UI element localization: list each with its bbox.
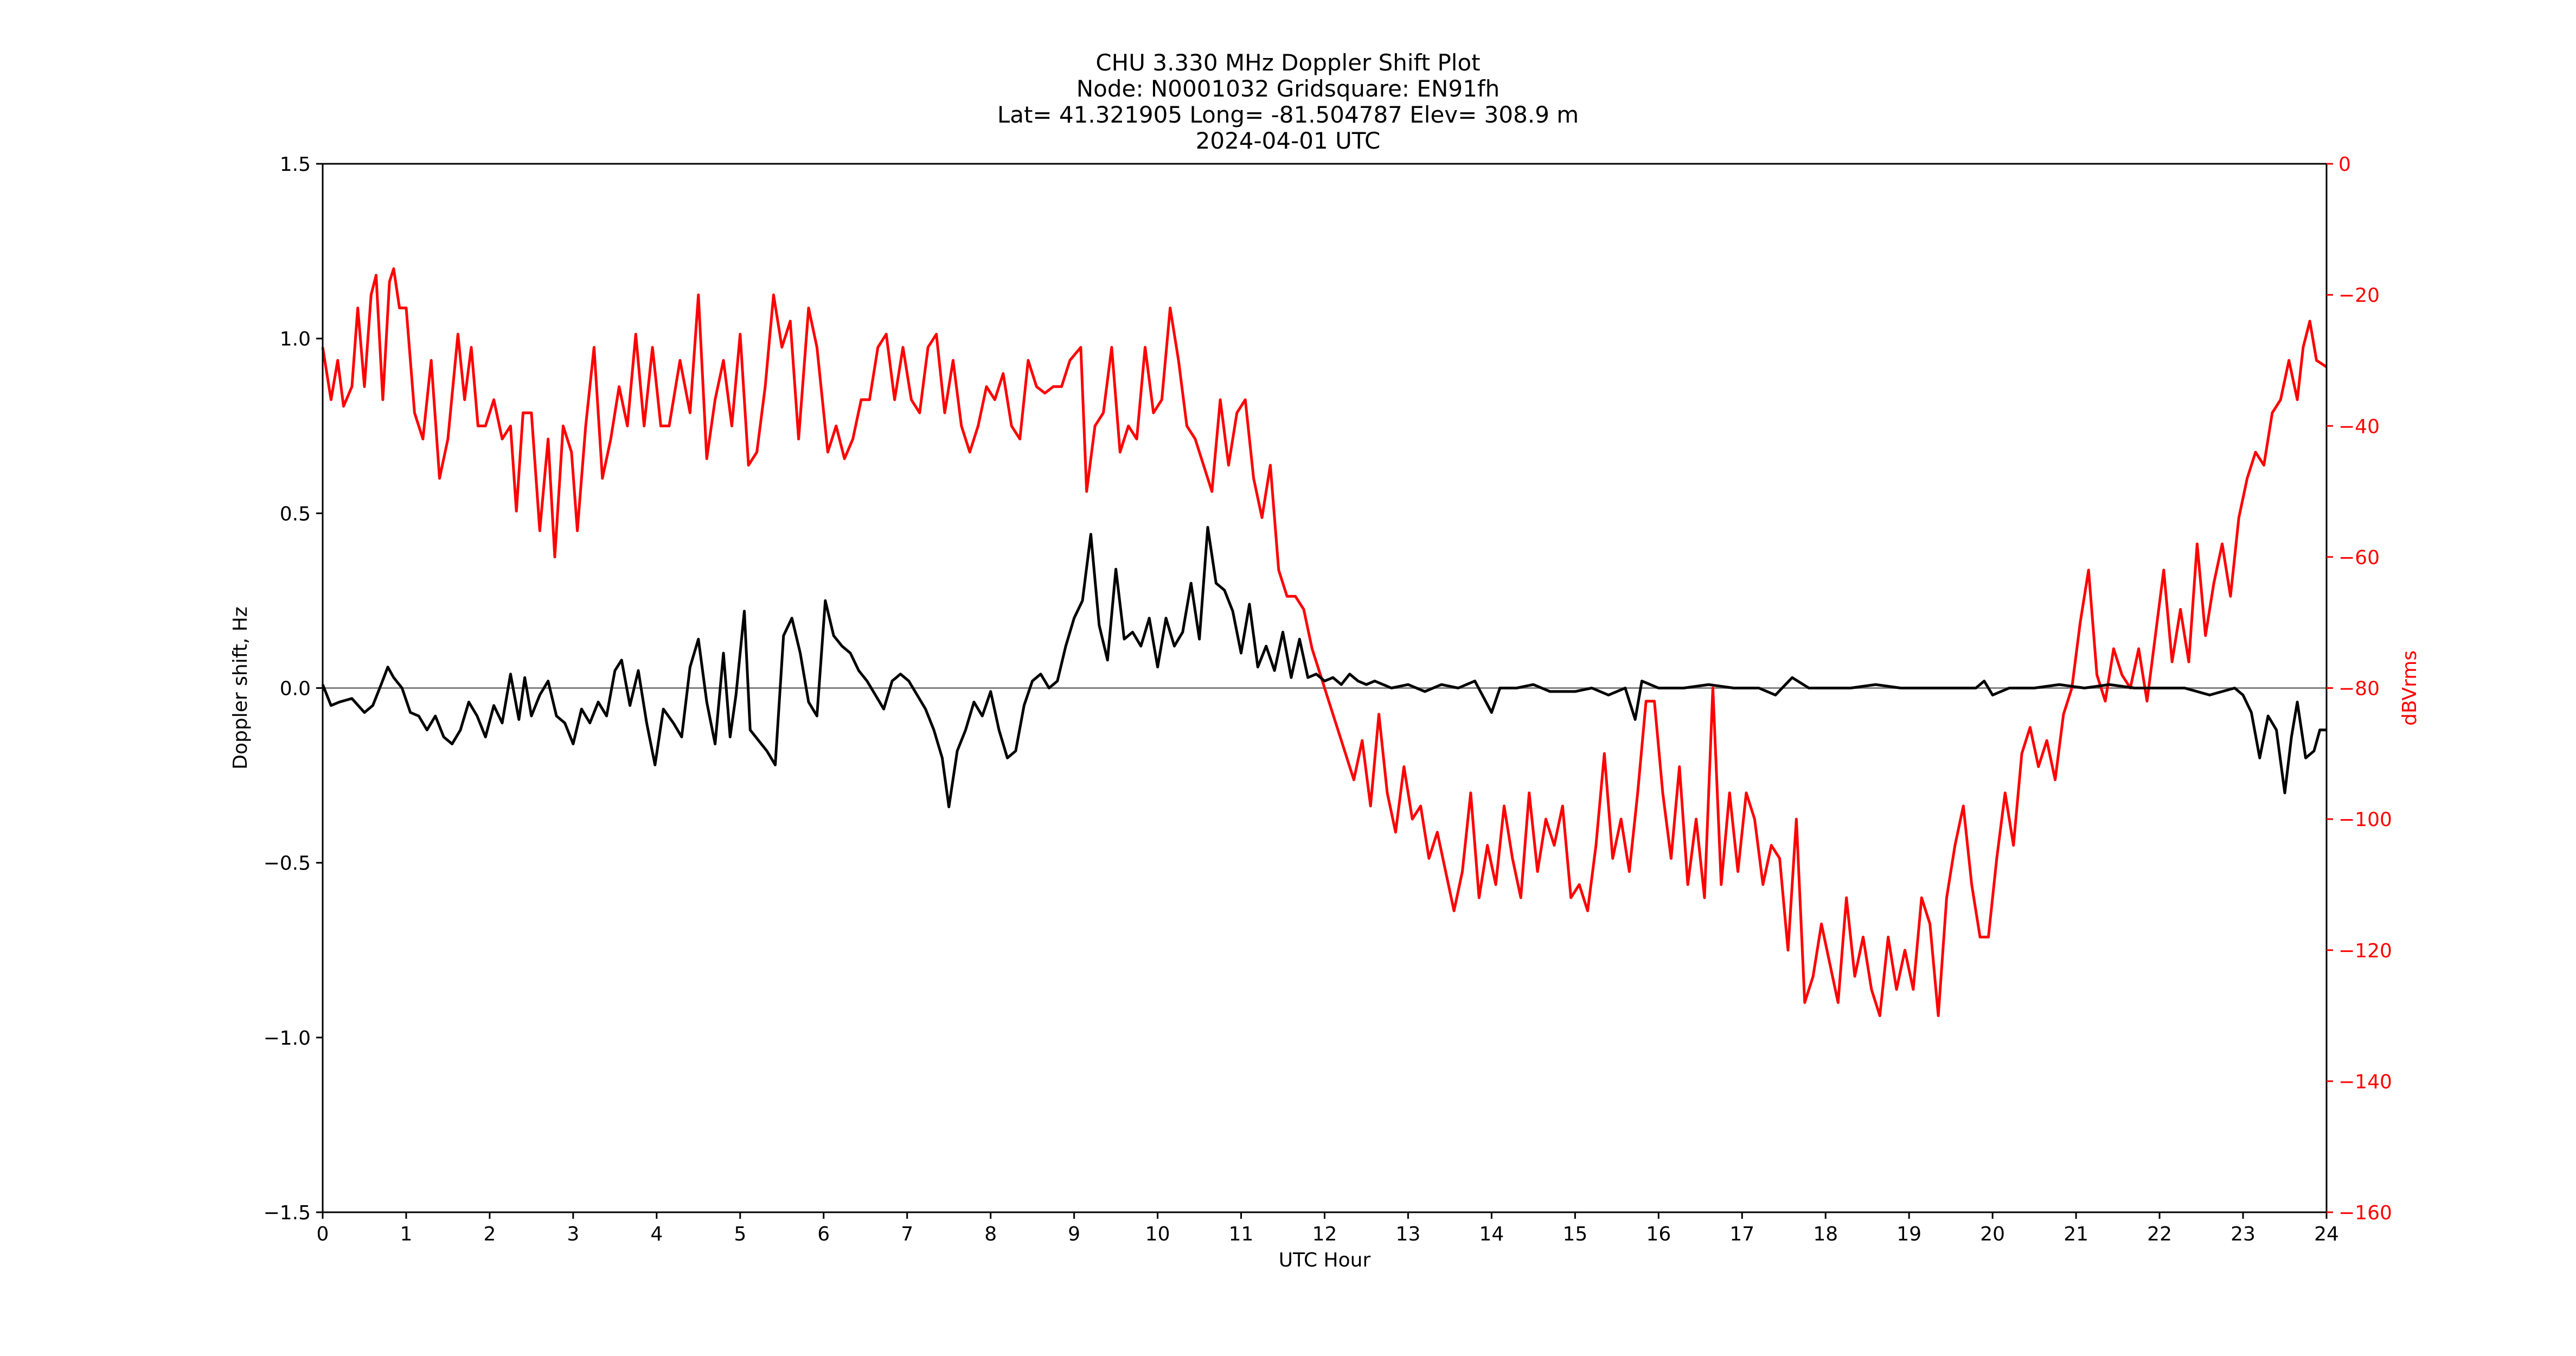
y2-tick-label: −60 [2338,547,2380,569]
y2-tick-label: −100 [2338,809,2392,831]
x-tick-label: 13 [1396,1223,1421,1245]
x-tick-label: 7 [901,1223,913,1245]
y2-tick-label: −40 [2338,415,2380,438]
x-tick-label: 10 [1145,1223,1170,1245]
title-line-4: 2024-04-01 UTC [1196,127,1381,154]
plot-area [321,267,2328,1018]
y-tick-label: 0.5 [280,503,311,525]
series-power-line [321,267,2328,1018]
x-tick-label: 3 [567,1223,579,1245]
y-tick-label: 1.5 [280,153,311,176]
x-tick-label: 23 [2231,1223,2255,1245]
y2-tick-label: −20 [2338,285,2380,307]
x-tick-label: 15 [1562,1223,1587,1245]
x-tick-label: 22 [2147,1223,2172,1245]
x-tick-label: 18 [1813,1223,1838,1245]
x-tick-label: 9 [1068,1223,1080,1245]
y2-axis-label: dBVrms [2399,650,2421,726]
y2-tick-label: −120 [2338,940,2392,962]
x-tick-label: 8 [984,1223,997,1245]
y-tick-label: 0.0 [280,678,311,700]
x-tick-label: 1 [400,1223,413,1245]
x-tick-label: 11 [1229,1223,1254,1245]
y-axis-left: 1.5 1.0 0.5 0.0 −0.5 −1.0 −1.5 [264,153,323,1224]
y-tick-label: −0.5 [264,853,311,875]
y2-tick-label: −160 [2338,1202,2392,1224]
y2-tick-label: −140 [2338,1071,2392,1093]
x-tick-label: 20 [1980,1223,2005,1245]
y-tick-label: 1.0 [280,328,311,350]
x-tick-label: 4 [650,1223,663,1245]
y-axis-label: Doppler shift, Hz [229,606,252,769]
title-line-3: Lat= 41.321905 Long= -81.504787 Elev= 30… [997,101,1579,128]
chart-title: CHU 3.330 MHz Doppler Shift Plot Node: N… [997,49,1579,154]
x-tick-label: 17 [1729,1223,1754,1245]
y2-tick-label: −80 [2338,678,2380,700]
x-tick-label: 5 [734,1223,746,1245]
x-tick-label: 19 [1896,1223,1921,1245]
x-tick-label: 6 [817,1223,830,1245]
x-tick-label: 2 [483,1223,496,1245]
title-line-2: Node: N0001032 Gridsquare: EN91fh [1076,75,1500,102]
y-axis-right: 0 −20 −40 −60 −80 −100 −120 −140 −160 [2327,153,2392,1224]
y-tick-label: −1.5 [264,1202,311,1224]
series-doppler-line [321,526,2327,809]
x-axis-label: UTC Hour [1279,1249,1371,1271]
y2-tick-label: 0 [2338,153,2351,176]
x-axis: 0 1 2 3 4 5 6 7 8 9 10 11 12 13 14 15 16 17 18 19 20 21 22 23 24 [317,1212,2339,1245]
x-tick-label: 0 [317,1223,329,1245]
title-line-1: CHU 3.330 MHz Doppler Shift Plot [1095,49,1480,76]
x-tick-label: 24 [2314,1223,2339,1245]
x-tick-label: 21 [2064,1223,2088,1245]
x-tick-label: 12 [1312,1223,1337,1245]
x-tick-label: 14 [1479,1223,1504,1245]
x-tick-label: 16 [1646,1223,1671,1245]
y-tick-label: −1.0 [264,1027,311,1050]
